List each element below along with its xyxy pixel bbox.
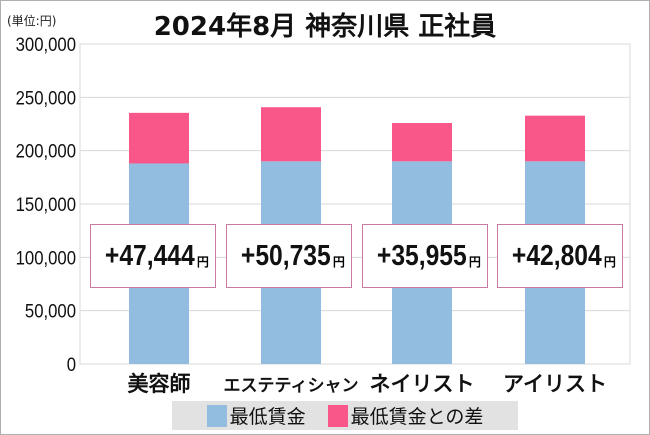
category-label: エステティシャン [223,376,359,396]
data-label-box: +50,735 円 [226,224,352,288]
data-label-box: +42,804 円 [497,224,623,288]
y-tick-label: 200,000 [16,141,76,162]
y-tick-label: 100,000 [16,247,76,268]
data-label-unit: 円 [332,254,345,269]
data-label-unit: 円 [603,254,616,269]
unit-label: (単位:円) [7,14,57,28]
data-label-box: +47,444 円 [90,224,216,288]
y-tick-label: 300,000 [16,34,76,55]
y-tick-label: 150,000 [16,194,76,215]
legend-swatch-blue [206,404,227,427]
data-label-box: +35,955 円 [362,224,488,288]
legend-item-min-wage: 最低賃金 [206,402,306,429]
data-label-value: +35,955 [377,239,467,272]
data-label-value: +50,735 [241,239,331,272]
data-label-unit: 円 [468,254,481,269]
bar-difference [525,115,585,162]
category-label: 美容師 [127,372,191,396]
category-label: ネイリスト [369,372,475,396]
data-label-unit: 円 [196,254,209,269]
category-label: アイリスト [503,372,607,396]
y-tick-label: 50,000 [25,301,76,322]
data-label-value: +42,804 [512,239,602,272]
bar-difference [392,122,452,162]
legend: 最低賃金 最低賃金との差 [172,401,518,430]
legend-swatch-pink [327,404,348,427]
legend-label: 最低賃金 [229,406,306,428]
y-tick-label: 0 [67,354,76,375]
bar-difference [261,107,321,162]
bar-difference [129,112,189,164]
chart-title: 2024年8月 神奈川県 正社員 [153,12,497,42]
data-label-value: +47,444 [105,239,195,272]
y-tick-label: 250,000 [16,87,76,108]
legend-item-difference: 最低賃金との差 [327,402,484,429]
legend-label: 最低賃金との差 [350,406,484,428]
